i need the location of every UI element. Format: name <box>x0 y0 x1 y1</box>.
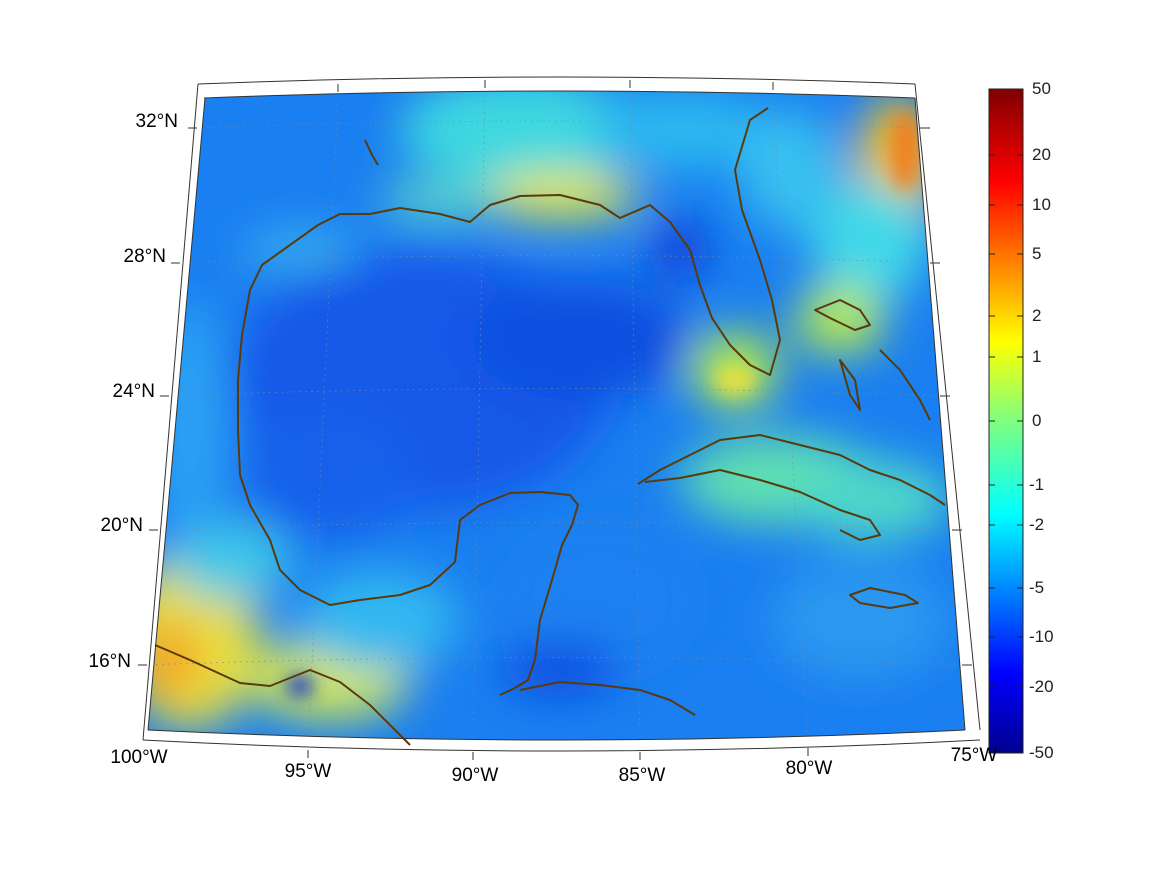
lat-label-28n: 28°N <box>123 246 166 267</box>
colorbar-label: -5 <box>1029 578 1045 597</box>
colorbar-label: -50 <box>1029 743 1054 762</box>
data-field <box>148 91 965 740</box>
colorbar-label: 50 <box>1032 79 1051 98</box>
lat-label-20n: 20°N <box>100 515 143 536</box>
lon-label-75w: 75°W <box>950 745 998 766</box>
lon-label-95w: 95°W <box>284 761 332 782</box>
lat-label-32n: 32°N <box>135 111 178 132</box>
lon-label-90w: 90°W <box>451 765 499 786</box>
graticule <box>148 91 965 740</box>
map-frame <box>142 76 981 752</box>
coastlines <box>154 107 946 746</box>
colorbar-label: -20 <box>1029 677 1054 696</box>
frame-ticks <box>138 80 972 760</box>
colorbar-label: 5 <box>1032 244 1042 263</box>
colorbar-ticks <box>989 154 1023 688</box>
colorbar-label: 20 <box>1032 145 1051 164</box>
colorbar-label: -2 <box>1029 515 1045 534</box>
colorbar-label: 10 <box>1032 195 1051 214</box>
lat-label-24n: 24°N <box>112 381 155 402</box>
lat-label-16n: 16°N <box>88 651 131 672</box>
lon-label-80w: 80°W <box>785 758 833 779</box>
colorbar-label: 0 <box>1032 411 1042 430</box>
colorbar-label: -1 <box>1029 475 1045 494</box>
lon-label-100w: 100°W <box>110 747 168 768</box>
colorbar-label: -10 <box>1029 627 1054 646</box>
colorbar-label: 1 <box>1032 347 1042 366</box>
lon-label-85w: 85°W <box>618 765 666 786</box>
colorbar-label: 2 <box>1032 306 1042 325</box>
